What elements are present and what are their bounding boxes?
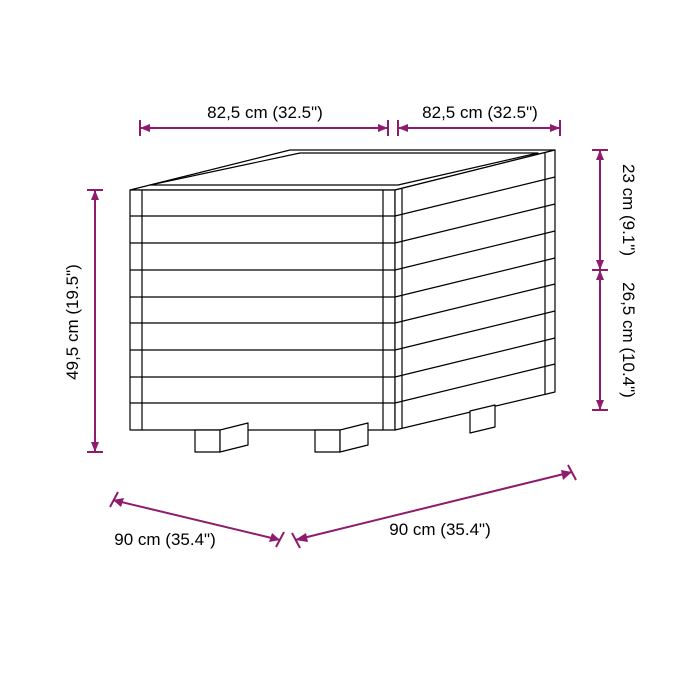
dim-right-lower-cm: 26,5 cm <box>619 282 638 342</box>
dim-top-depth-cm: 82,5 cm <box>422 103 482 122</box>
svg-text:49,5 cm (19.5"): 49,5 cm (19.5") <box>63 264 82 380</box>
dim-top-depth-in: (32.5") <box>487 103 537 122</box>
dim-right-upper-in: (9.1") <box>619 215 638 256</box>
dim-bottom-depth-in: (35.4") <box>165 530 215 549</box>
product-drawing <box>130 150 555 452</box>
dim-top-width-cm: 82,5 cm <box>207 103 267 122</box>
dim-bottom-width-in: (35.4") <box>440 520 490 539</box>
dim-bottom-width-cm: 90 cm <box>389 520 435 539</box>
svg-text:90 cm (35.4"): 90 cm (35.4") <box>114 530 215 549</box>
svg-text:23 cm (9.1"): 23 cm (9.1") <box>619 164 638 256</box>
svg-text:90 cm (35.4"): 90 cm (35.4") <box>389 520 490 539</box>
dim-right-lower <box>592 270 608 410</box>
dim-right-lower-in: (10.4") <box>619 347 638 397</box>
svg-text:26,5 cm (10.4"): 26,5 cm (10.4") <box>619 282 638 398</box>
dim-left-height <box>87 190 103 452</box>
dim-top-width-in: (32.5") <box>272 103 322 122</box>
dimension-diagram: 82,5 cm (32.5") 82,5 cm (32.5") 49,5 cm … <box>0 0 700 700</box>
svg-text:82,5 cm (32.5"): 82,5 cm (32.5") <box>422 103 538 122</box>
dim-right-upper <box>592 150 608 270</box>
dim-bottom-depth-cm: 90 cm <box>114 530 160 549</box>
svg-text:82,5 cm (32.5"): 82,5 cm (32.5") <box>207 103 323 122</box>
dim-top-width <box>140 120 388 136</box>
dim-right-upper-cm: 23 cm <box>619 164 638 210</box>
dim-left-height-in: (19.5") <box>63 264 82 314</box>
dim-top-depth <box>398 120 560 136</box>
dim-left-height-cm: 49,5 cm <box>63 319 82 379</box>
